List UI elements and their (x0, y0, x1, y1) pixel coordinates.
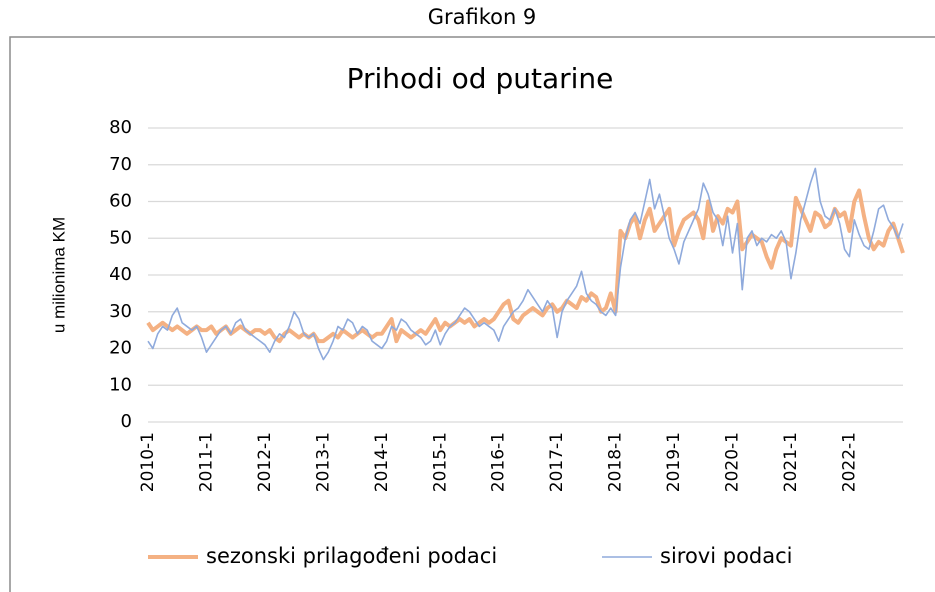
x-tick-label: 2021-1 (781, 432, 801, 492)
y-axis-label: u milionima KM (49, 217, 68, 333)
chart-title: Prihodi od putarine (347, 62, 614, 95)
x-tick-label: 2016-1 (489, 432, 509, 492)
x-tick-label: 2017-1 (547, 432, 567, 492)
x-tick-label: 2010-1 (138, 432, 158, 492)
x-tick-label: 2011-1 (196, 432, 216, 492)
y-tick-label: 60 (109, 191, 132, 212)
y-tick-label: 50 (109, 227, 132, 248)
data-line (147, 167, 904, 361)
y-tick-label: 0 (121, 411, 132, 432)
legend-label: sirovi podaci (660, 544, 793, 568)
y-tick-label: 80 (109, 117, 132, 138)
y-tick-label: 20 (109, 338, 132, 359)
x-tick-label: 2013-1 (313, 432, 333, 492)
data-line (146, 188, 905, 344)
legend-label: sezonski prilagođeni podaci (206, 544, 497, 568)
x-tick-label: 2020-1 (723, 432, 743, 492)
y-tick-label: 10 (109, 374, 132, 395)
y-tick-label: 30 (109, 301, 132, 322)
x-tick-label: 2012-1 (255, 432, 275, 492)
x-tick-label: 2018-1 (606, 432, 626, 492)
y-tick-label: 70 (109, 154, 132, 175)
x-tick-label: 2015-1 (430, 432, 450, 492)
x-tick-label: 2014-1 (372, 432, 392, 492)
frame (9, 36, 935, 592)
x-tick-label: 2022-1 (839, 432, 859, 492)
x-tick-label: 2019-1 (664, 432, 684, 492)
y-tick-label: 40 (109, 264, 132, 285)
figure-label: Grafikon 9 (428, 5, 537, 29)
